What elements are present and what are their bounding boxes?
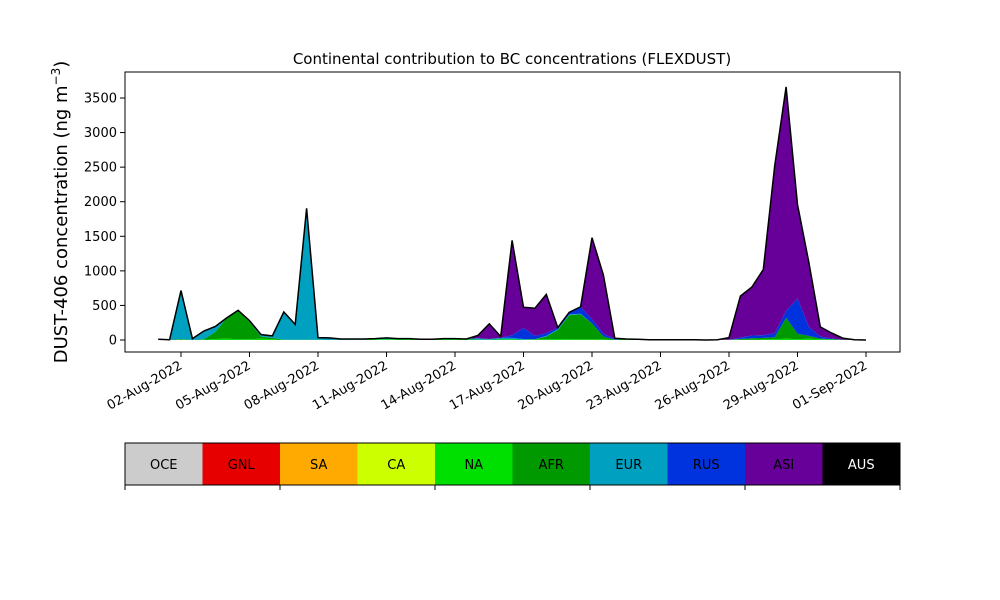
colorbar-label-rus: RUS [693, 458, 720, 473]
y-axis-label-superscript: −3 [49, 68, 63, 86]
colorbar-swatch-na [435, 443, 513, 485]
y-axis-label-close: ) [51, 61, 72, 68]
y-tick-label: 2500 [84, 161, 117, 176]
y-axis-label-text: DUST-406 concentration (ng m [51, 85, 72, 363]
colorbar-label-eur: EUR [615, 458, 642, 473]
x-tick-label: 14-Aug-2022 [379, 358, 459, 413]
area-rus [158, 208, 866, 340]
y-tick-label: 0 [109, 334, 117, 349]
colorbar-swatch-sa [280, 443, 358, 485]
x-axis: 02-Aug-202205-Aug-202208-Aug-202211-Aug-… [105, 352, 870, 414]
y-tick-label: 1500 [84, 230, 117, 245]
colorbar-swatch-afr [512, 443, 590, 485]
y-tick-label: 3000 [84, 126, 117, 141]
colorbar-label-afr: AFR [539, 458, 564, 473]
colorbar-swatch-rus [667, 443, 745, 485]
total-line [158, 86, 867, 341]
colorbar-swatch-aus [822, 443, 900, 485]
colorbar-swatch-gnl [202, 443, 280, 485]
x-tick-label: 26-Aug-2022 [653, 358, 733, 413]
y-tick-label: 500 [92, 299, 117, 314]
x-tick-label: 01-Sep-2022 [790, 358, 870, 413]
colorbar-swatch-asi [745, 443, 823, 485]
colorbar-swatch-oce [125, 443, 203, 485]
y-axis-label: DUST-406 concentration (ng m−3) [49, 61, 72, 364]
y-tick-label: 2000 [84, 195, 117, 210]
colorbar-swatch-eur [590, 443, 668, 485]
y-tick-label: 3500 [84, 92, 117, 107]
x-tick-label: 08-Aug-2022 [242, 358, 322, 413]
x-tick-label: 02-Aug-2022 [105, 358, 185, 413]
x-tick-label: 11-Aug-2022 [310, 358, 390, 413]
x-tick-label: 17-Aug-2022 [447, 358, 527, 413]
area-asi [158, 86, 866, 341]
y-axis: 0 500 1000 1500 2000 2500 3000 3500 [84, 92, 125, 349]
colorbar-frame [124, 442, 901, 486]
x-tick-label: 23-Aug-2022 [584, 358, 664, 413]
colorbar-legend: OCE GNL SA CA NA AFR EUR RUS ASI AUS [124, 442, 901, 490]
area-afr [158, 310, 866, 340]
x-tick-label: 29-Aug-2022 [721, 358, 801, 413]
colorbar-label-asi: ASI [773, 458, 794, 473]
chart-title: Continental contribution to BC concentra… [293, 50, 731, 68]
x-tick-label: 20-Aug-2022 [516, 358, 596, 413]
plot-area [158, 86, 867, 341]
y-tick-label: 1000 [84, 264, 117, 279]
colorbar-label-aus: AUS [848, 458, 875, 473]
plot-frame [124, 71, 901, 353]
colorbar-swatch-ca [357, 443, 435, 485]
colorbar-label-oce: OCE [150, 458, 178, 473]
colorbar-label-na: NA [464, 458, 483, 473]
colorbar-label-ca: CA [387, 458, 405, 473]
colorbar-label-gnl: GNL [228, 458, 256, 473]
colorbar-label-sa: SA [310, 458, 327, 473]
x-tick-label: 05-Aug-2022 [173, 358, 253, 413]
